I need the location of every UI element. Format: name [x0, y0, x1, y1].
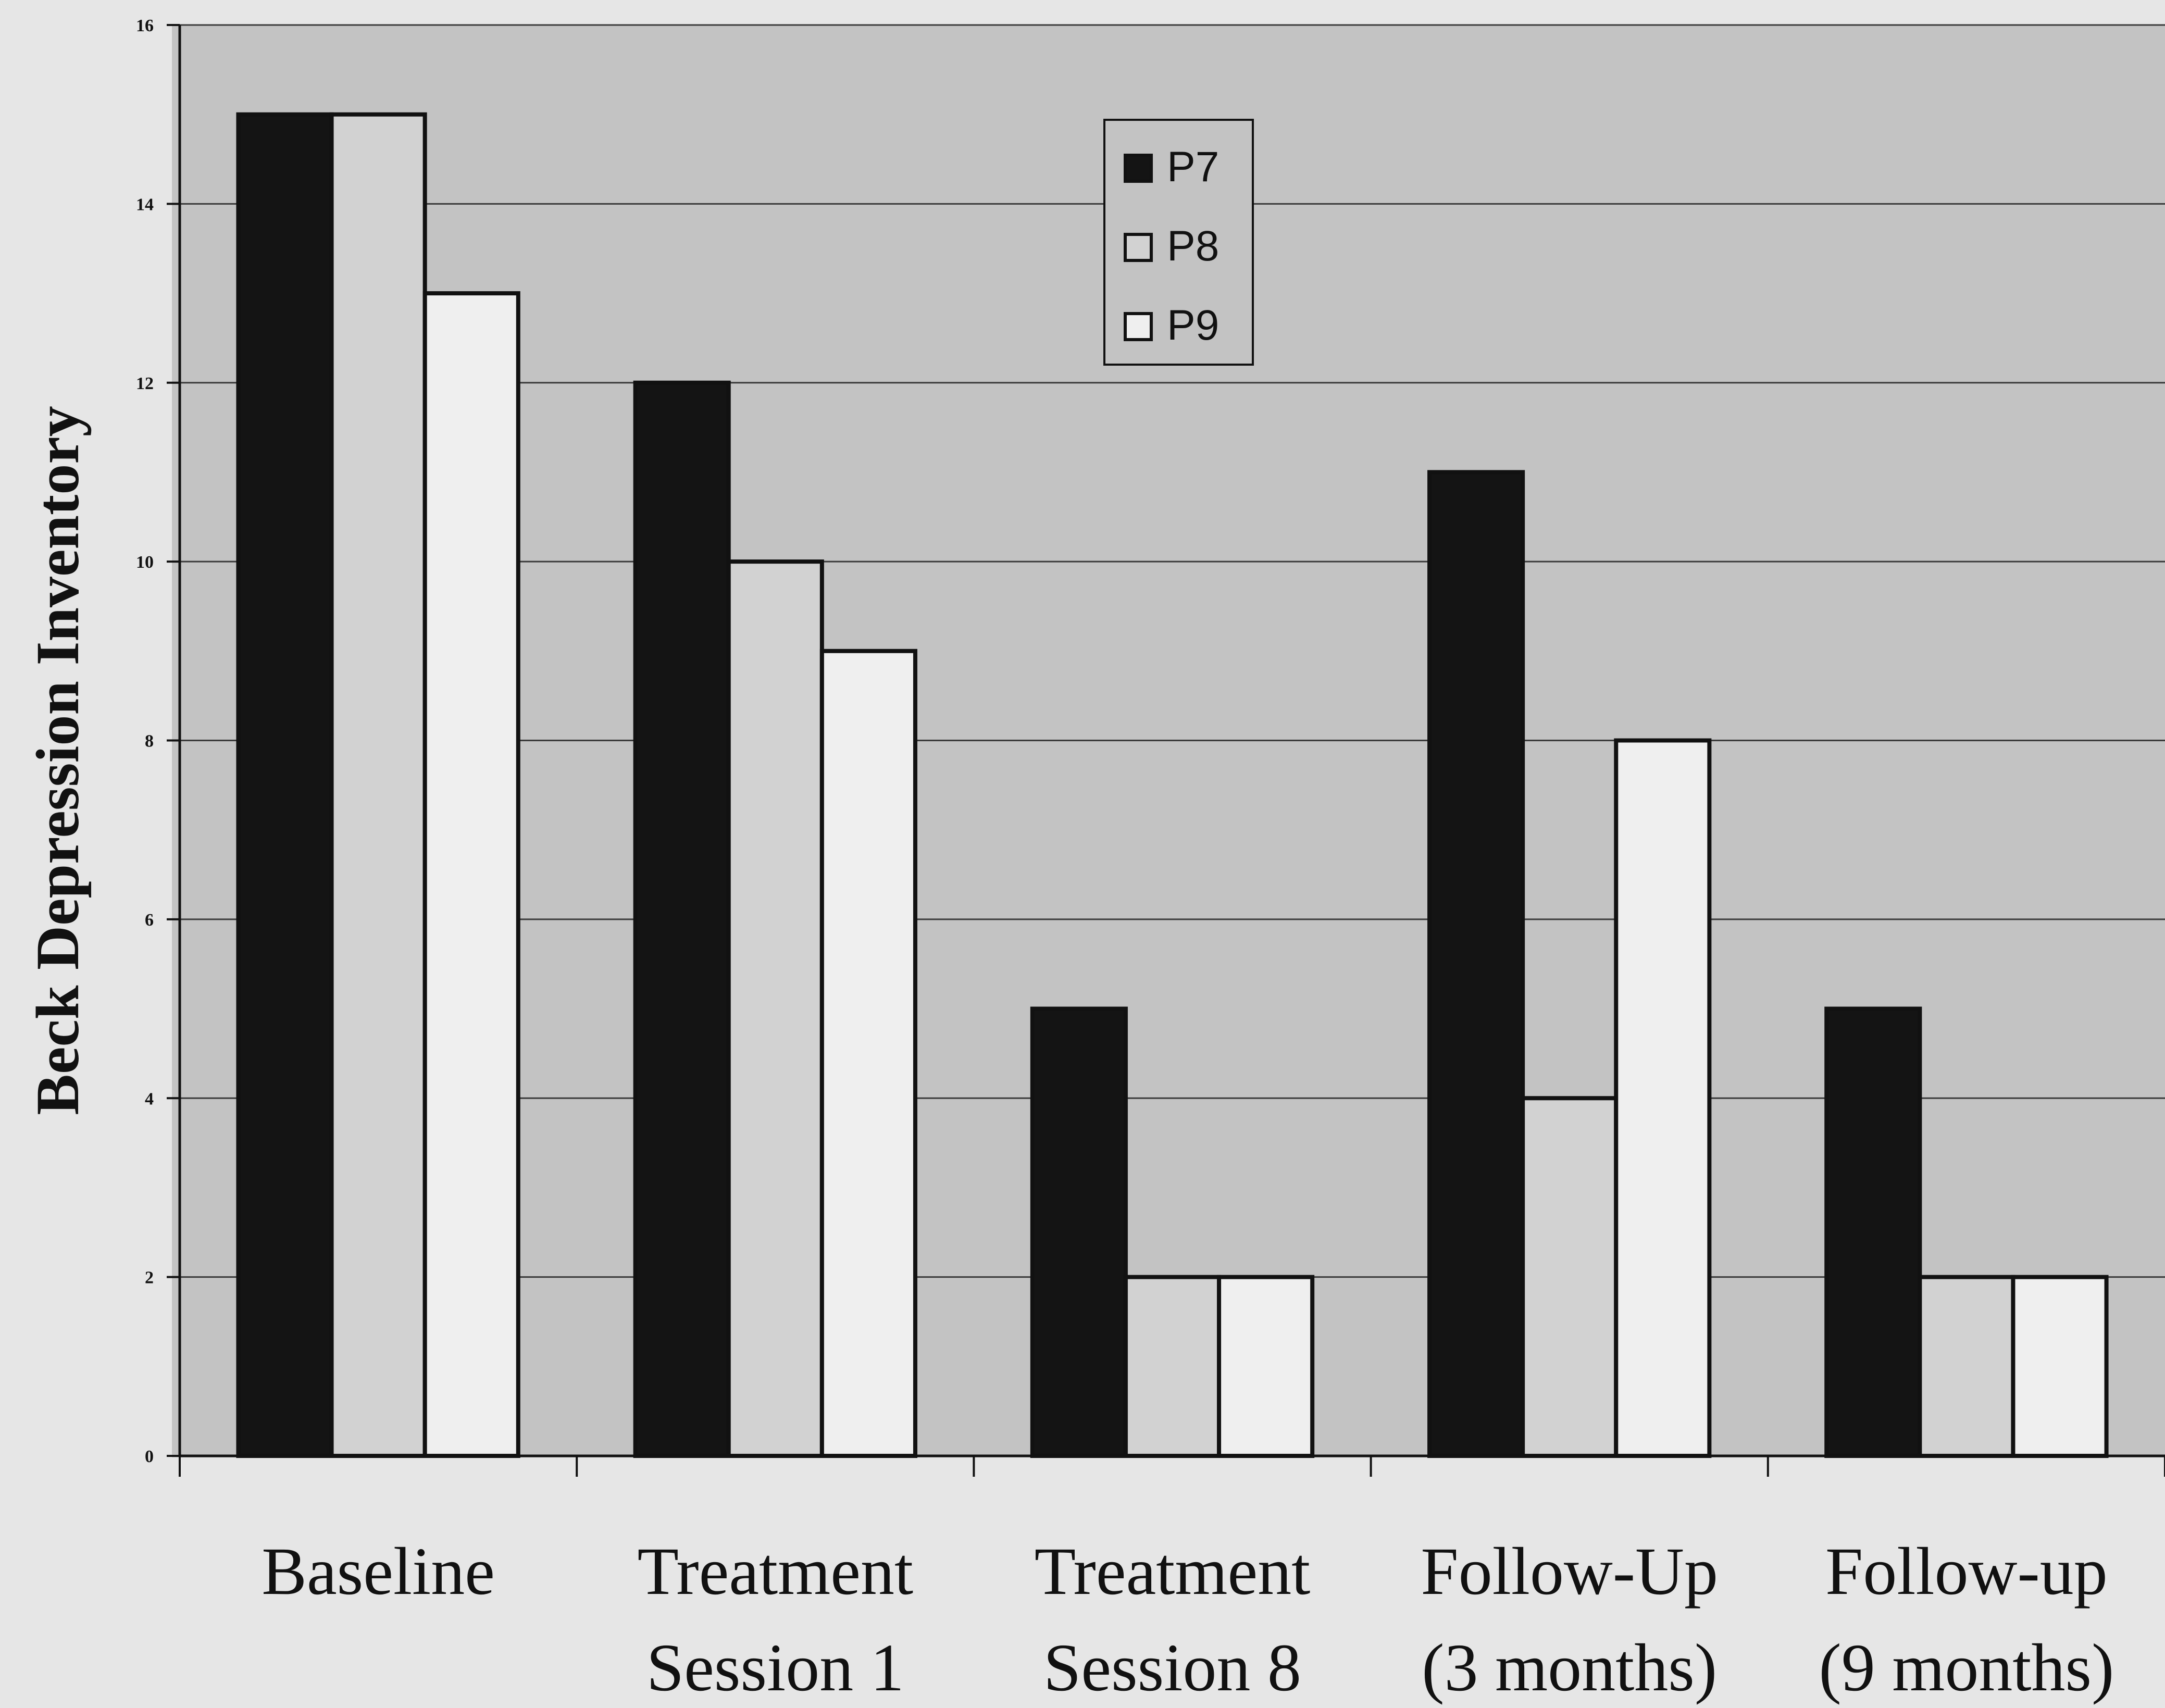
y-tick-label: 4 — [145, 1089, 154, 1108]
legend-label-p7: P7 — [1167, 143, 1219, 191]
x-category-label: Treatment — [638, 1534, 914, 1609]
y-tick-labels: 0 2 4 6 8 10 12 14 16 — [136, 16, 154, 1466]
x-category-label: Follow-up — [1825, 1534, 2108, 1609]
bar-p7 — [1824, 1006, 1922, 1458]
x-category-label: Baseline — [262, 1534, 495, 1609]
y-tick-label: 14 — [136, 195, 154, 214]
y-tick-label: 0 — [145, 1447, 154, 1466]
legend-swatch-p8 — [1124, 233, 1153, 262]
bar-p8 — [1918, 1275, 2015, 1458]
bar-p8 — [329, 112, 427, 1458]
legend-swatch-p7 — [1124, 154, 1153, 183]
x-category-labels: Baseline Treatment Session 1 Treatment Sessi… — [262, 1534, 2114, 1705]
bar-p7 — [1030, 1006, 1128, 1458]
x-category-label: Follow-Up — [1421, 1534, 1718, 1609]
bar-p9 — [1217, 1275, 1315, 1458]
bar-p8 — [1521, 1096, 1619, 1458]
axes — [167, 24, 2165, 1477]
legend-label-p9: P9 — [1167, 302, 1219, 349]
y-axis-title: Beck Depression Inventory — [23, 406, 92, 1115]
bar-p9 — [422, 291, 520, 1458]
x-category-label: Treatment — [1035, 1534, 1311, 1609]
bar-p7 — [236, 112, 334, 1458]
bar-p9 — [1614, 738, 1712, 1458]
y-tick-label: 10 — [136, 553, 154, 572]
bar-p7 — [1427, 470, 1525, 1458]
bar-p8 — [726, 559, 824, 1458]
x-category-label: Session 8 — [1043, 1630, 1301, 1705]
bar-p9 — [819, 649, 917, 1458]
x-category-label: (3 months) — [1422, 1630, 1717, 1705]
legend-swatch-p9 — [1124, 312, 1153, 341]
bar-p9 — [2011, 1275, 2109, 1458]
bar-p8 — [1123, 1275, 1222, 1458]
legend-label-p8: P8 — [1167, 222, 1219, 270]
y-tick-label: 12 — [136, 374, 154, 393]
y-tick-label: 2 — [145, 1268, 154, 1288]
legend: P7 P8 P9 — [1103, 119, 1254, 366]
x-category-label: (9 months) — [1819, 1630, 2114, 1705]
y-tick-label: 6 — [145, 911, 154, 930]
y-tick-label: 16 — [136, 16, 154, 35]
bar-p7 — [633, 380, 731, 1458]
x-category-label: Session 1 — [646, 1630, 904, 1705]
y-tick-label: 8 — [145, 732, 154, 751]
